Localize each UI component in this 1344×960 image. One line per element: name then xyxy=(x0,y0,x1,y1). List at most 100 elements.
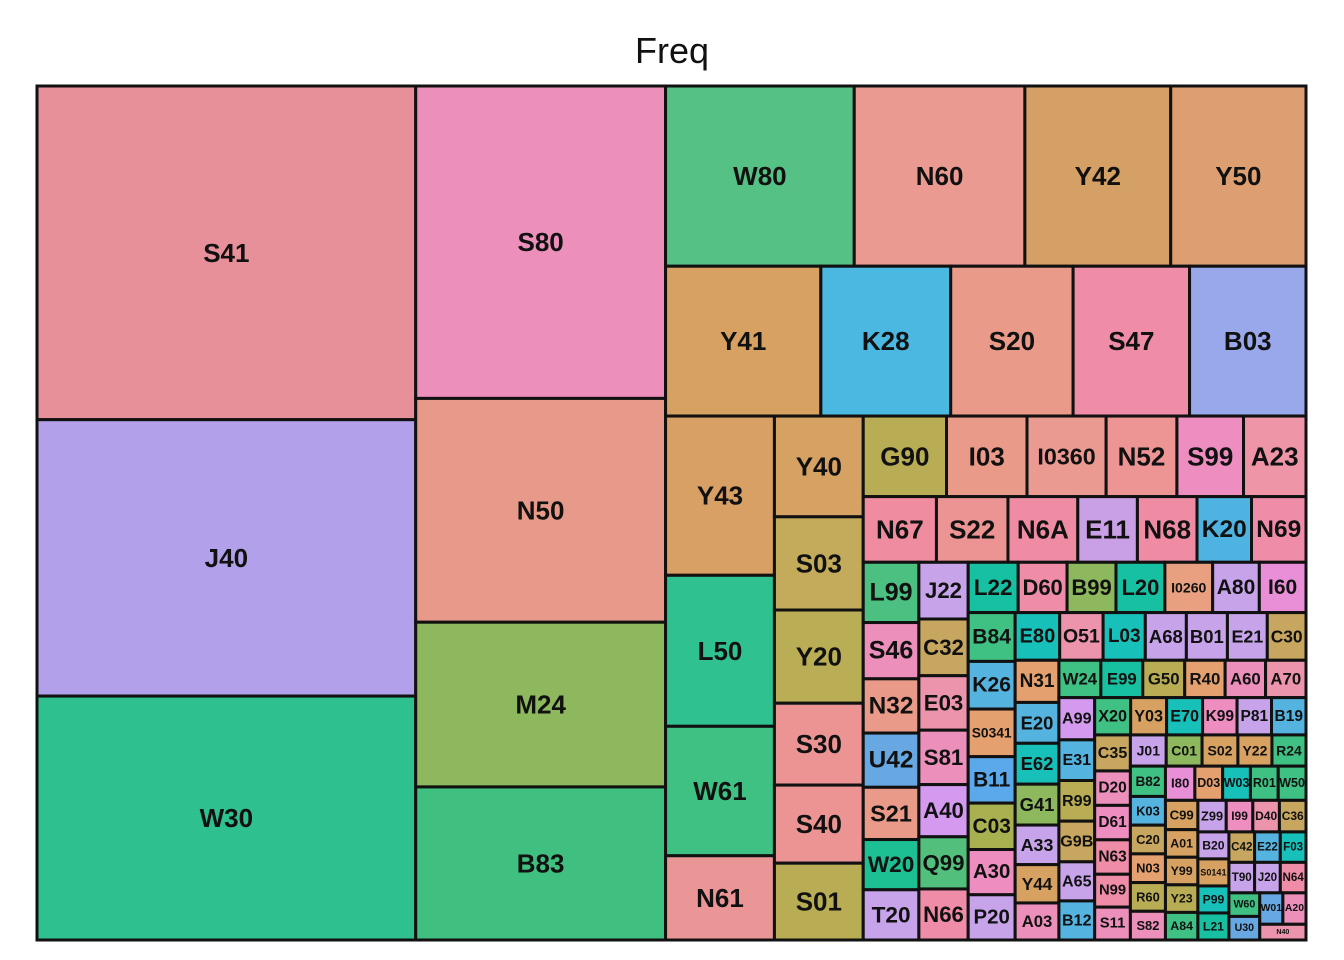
treemap-cell: R40 xyxy=(1183,658,1227,700)
treemap-label: K03 xyxy=(1136,803,1160,818)
treemap-label: N40 xyxy=(1276,928,1289,936)
treemap-rect xyxy=(1225,611,1269,662)
treemap-label: N32 xyxy=(869,692,914,719)
treemap-cell: X20 xyxy=(1093,696,1133,737)
treemap-label: R01 xyxy=(1253,776,1276,790)
treemap-label: S01 xyxy=(796,887,842,917)
treemap-label: Z99 xyxy=(1201,809,1223,824)
treemap-label: S99 xyxy=(1187,441,1233,471)
treemap-label: Y43 xyxy=(697,481,743,511)
treemap-cell: N68 xyxy=(1135,495,1199,564)
treemap-label: T20 xyxy=(872,902,911,927)
treemap-cell: R01 xyxy=(1248,764,1280,802)
treemap-label: S40 xyxy=(796,809,842,839)
treemap-label: K26 xyxy=(972,674,1011,697)
treemap-cell: C03 xyxy=(966,801,1017,852)
treemap-rect xyxy=(1093,838,1132,876)
treemap-rect xyxy=(664,264,823,418)
treemap-cell: D40 xyxy=(1251,798,1281,834)
treemap-label: I80 xyxy=(1171,776,1189,791)
treemap-rect xyxy=(772,783,865,865)
treemap-cell: E21 xyxy=(1225,611,1269,662)
treemap-cell: B11 xyxy=(966,755,1017,805)
treemap-rect xyxy=(966,755,1017,805)
treemap-cell: N63 xyxy=(1093,838,1132,876)
treemap-rect xyxy=(917,728,970,787)
treemap-rect xyxy=(35,694,418,942)
treemap-rect xyxy=(1184,611,1229,662)
treemap-cell: N52 xyxy=(1104,414,1179,499)
treemap-rect xyxy=(1188,264,1308,418)
treemap-cell: W80 xyxy=(664,84,856,268)
chart-title: Freq xyxy=(634,30,710,71)
treemap-label: W30 xyxy=(200,803,253,833)
treemap-cell: E11 xyxy=(1076,495,1139,564)
treemap-label: K99 xyxy=(1206,708,1235,725)
treemap-cell: A68 xyxy=(1143,611,1188,662)
treemap-cell: I0260 xyxy=(1163,560,1215,615)
treemap-cell: S03 xyxy=(772,515,865,612)
treemap-label: E11 xyxy=(1085,514,1130,544)
treemap-label: A68 xyxy=(1149,626,1183,647)
treemap-label: E21 xyxy=(1231,626,1263,646)
treemap-cell: J20 xyxy=(1253,860,1282,895)
treemap-cell: S0141 xyxy=(1196,857,1231,888)
treemap-rect xyxy=(772,414,865,519)
treemap-cell: S0341 xyxy=(966,707,1017,759)
treemap-cell: N03 xyxy=(1128,852,1167,885)
treemap-label: P20 xyxy=(974,906,1010,928)
treemap-cell: L20 xyxy=(1114,560,1167,615)
treemap-rect xyxy=(819,264,953,418)
treemap-label: C03 xyxy=(972,815,1010,838)
treemap-cell: B84 xyxy=(966,611,1017,663)
treemap-cell: C20 xyxy=(1128,823,1167,856)
treemap-label: N67 xyxy=(876,514,924,544)
treemap-cell: U42 xyxy=(861,731,921,789)
treemap-cell: R99 xyxy=(1057,778,1097,823)
treemap-label: N60 xyxy=(916,161,964,191)
treemap-label: E70 xyxy=(1170,707,1199,725)
treemap-cell: N50 xyxy=(414,396,668,624)
treemap-rect xyxy=(1013,700,1061,745)
treemap-cell: N66 xyxy=(917,887,970,942)
treemap-cell: S81 xyxy=(917,728,970,787)
treemap-cell: A70 xyxy=(1264,658,1308,700)
treemap-label: I0360 xyxy=(1037,443,1095,469)
treemap-rect xyxy=(1163,910,1200,942)
treemap-rect xyxy=(1250,495,1308,564)
treemap-cell: B19 xyxy=(1270,696,1308,737)
treemap-cell: Y03 xyxy=(1129,696,1169,737)
treemap-cell: S01 xyxy=(772,861,865,942)
treemap-cell: Q99 xyxy=(917,835,970,891)
treemap-label: S30 xyxy=(796,729,842,759)
treemap-label: S02 xyxy=(1208,743,1233,759)
treemap-cell: N61 xyxy=(664,854,776,942)
treemap-label: B84 xyxy=(972,626,1011,649)
treemap-label: S21 xyxy=(870,800,912,826)
treemap-cell: J40 xyxy=(35,418,418,698)
treemap-label: N68 xyxy=(1143,514,1191,544)
treemap-rect xyxy=(917,617,970,678)
treemap-label: W61 xyxy=(693,776,746,806)
treemap-label: B83 xyxy=(517,848,565,878)
treemap-cell: L22 xyxy=(966,560,1020,615)
treemap-label: A65 xyxy=(1062,872,1092,890)
treemap-label: G9B xyxy=(1060,832,1093,850)
treemap-label: X20 xyxy=(1098,707,1127,725)
treemap-cell: B83 xyxy=(414,785,668,942)
treemap-rect xyxy=(1276,764,1308,802)
treemap-cell: A40 xyxy=(917,783,970,839)
treemap-rect xyxy=(1163,828,1200,859)
treemap-rect xyxy=(852,84,1027,268)
treemap-label: Q99 xyxy=(923,850,965,875)
treemap-label: C32 xyxy=(923,635,964,660)
treemap-cell: Y42 xyxy=(1023,84,1173,268)
treemap-label: C42 xyxy=(1231,841,1252,854)
treemap-label: Y99 xyxy=(1171,864,1193,878)
treemap-cell: W01 xyxy=(1258,891,1285,926)
treemap-label: D61 xyxy=(1098,814,1127,831)
treemap-cell: B20 xyxy=(1196,830,1231,861)
treemap-label: R40 xyxy=(1190,669,1221,688)
treemap-label: B20 xyxy=(1202,838,1225,852)
treemap-cell: O51 xyxy=(1058,611,1105,662)
